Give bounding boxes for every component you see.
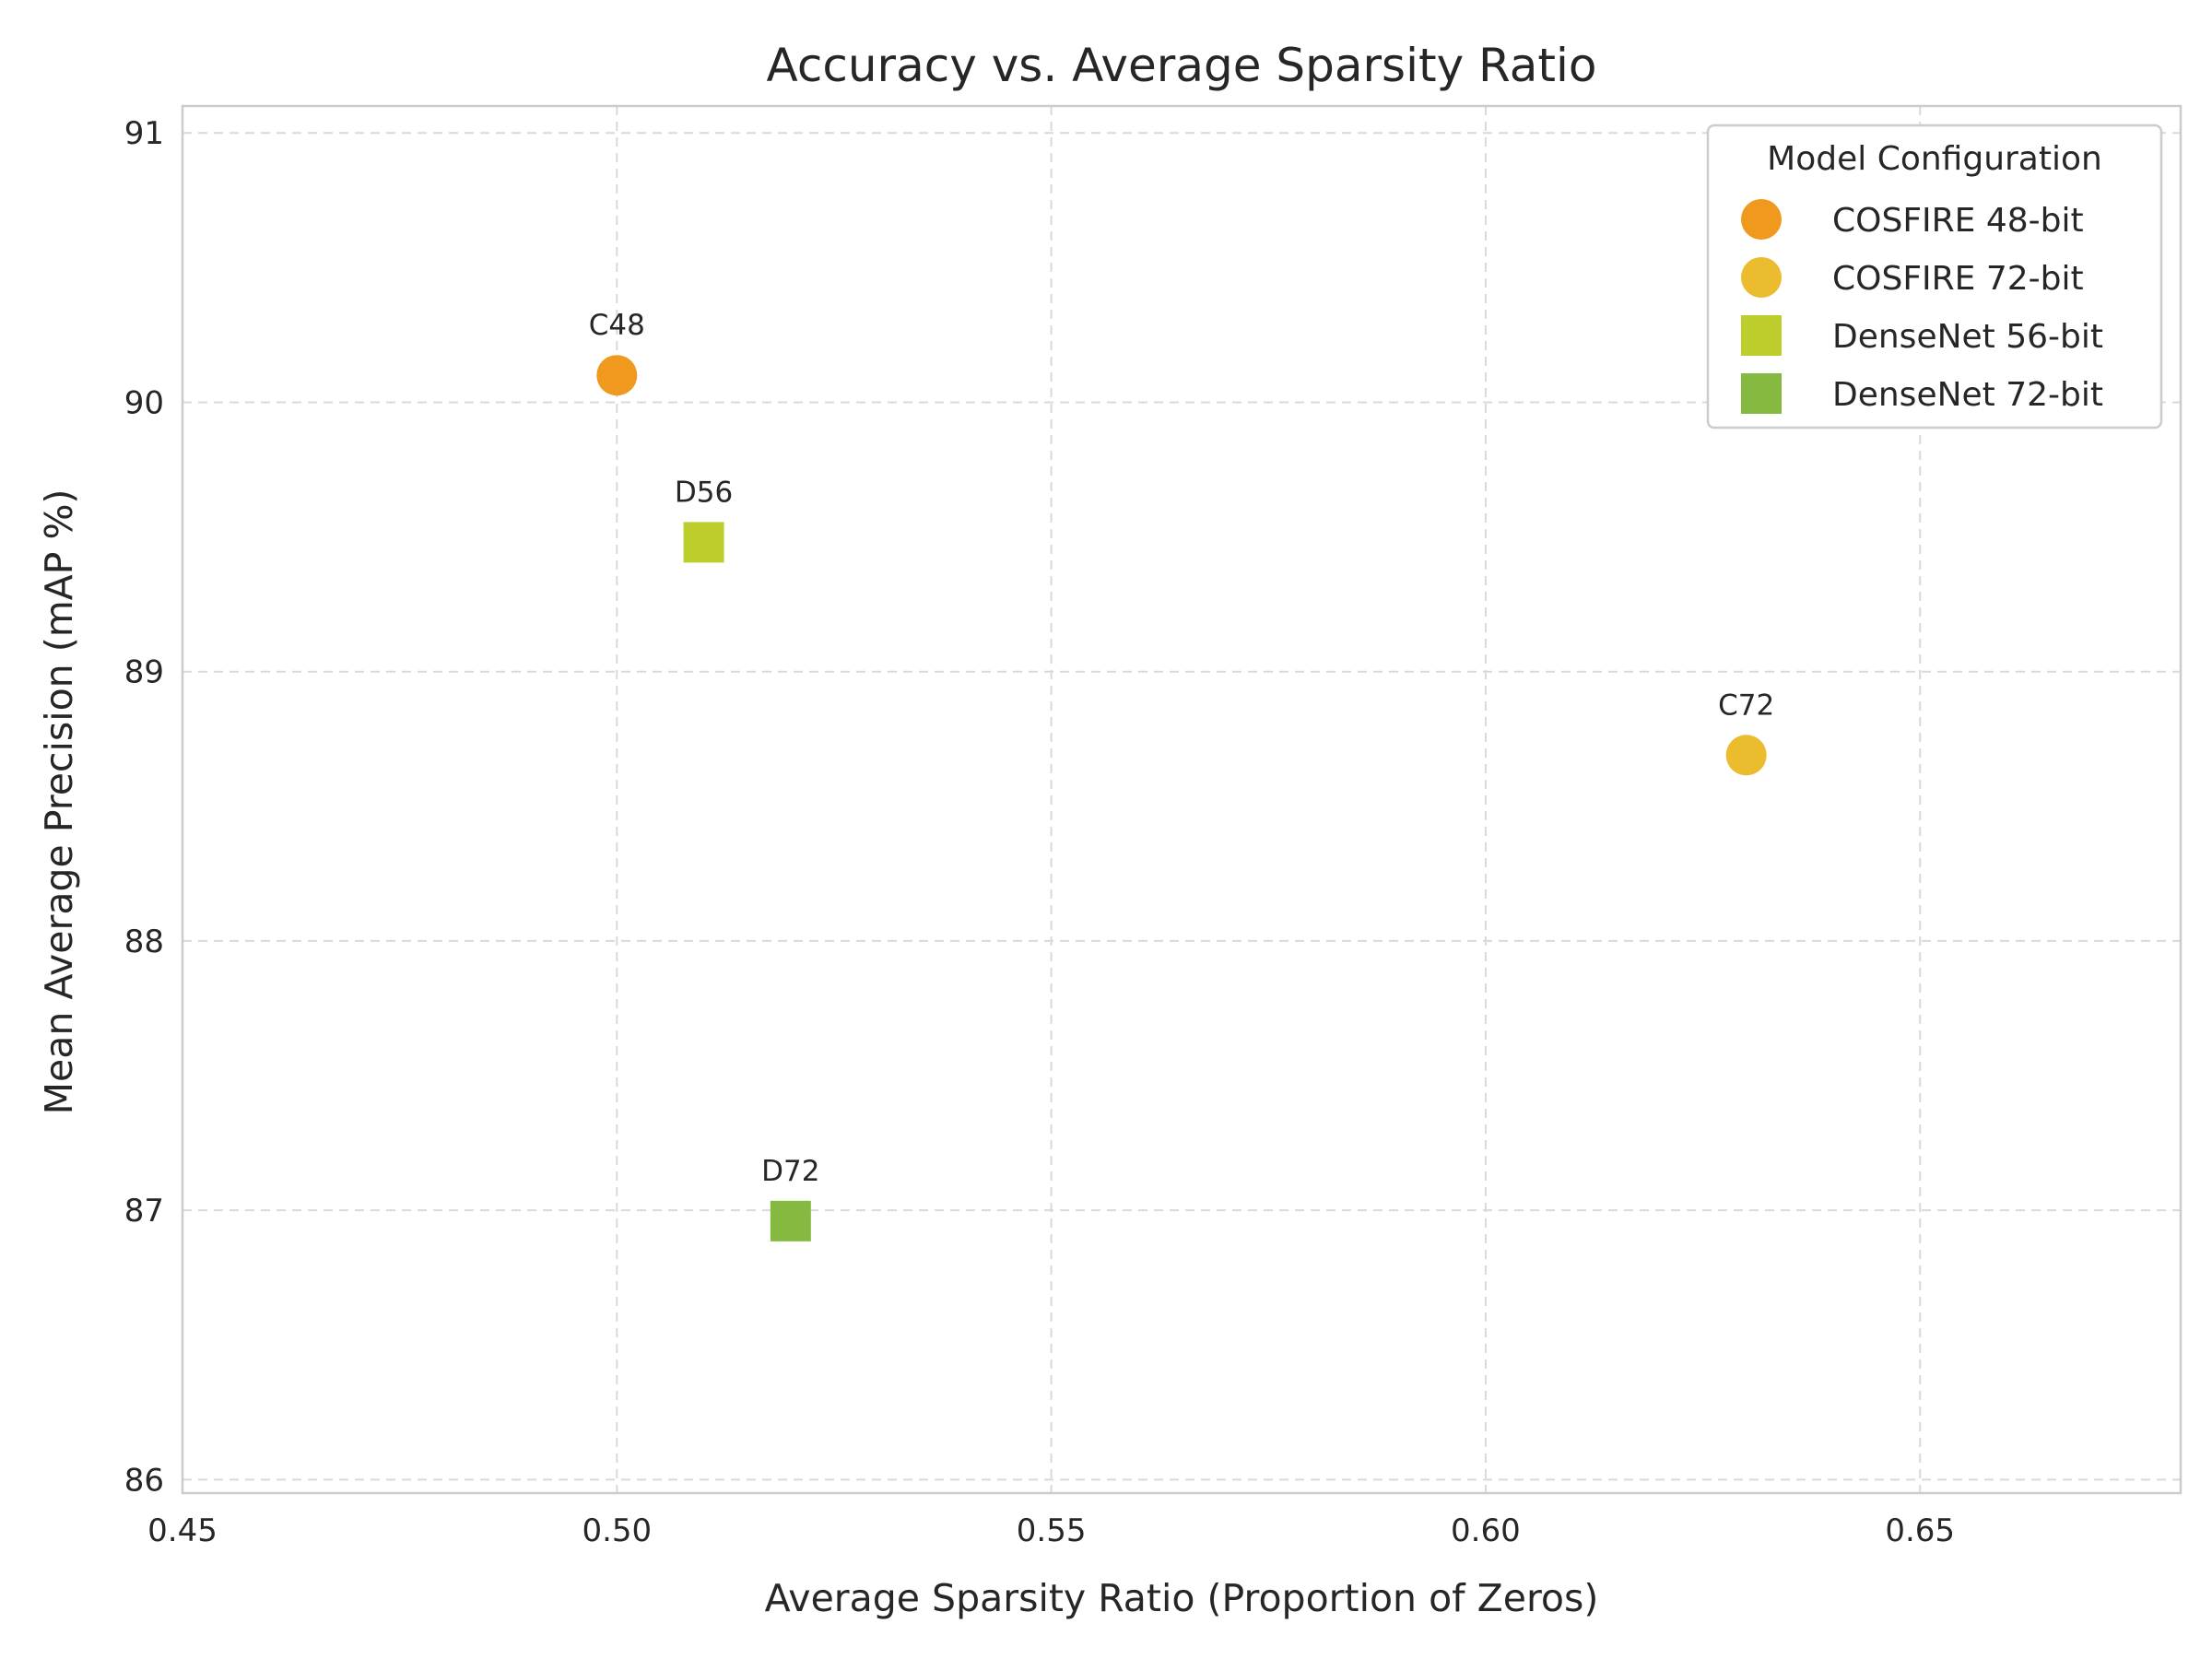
data-point-label: D72 bbox=[761, 1155, 819, 1188]
grid bbox=[182, 106, 2181, 1493]
legend-box bbox=[1706, 124, 2163, 429]
x-tick-label: 0.45 bbox=[147, 1512, 218, 1549]
legend-entry-label: COSFIRE 48-bit bbox=[1832, 202, 2084, 240]
y-tick-label: 88 bbox=[124, 924, 164, 960]
legend-title: Model Configuration bbox=[1767, 140, 2102, 178]
x-tick-label: 0.60 bbox=[1451, 1512, 1521, 1549]
legend: Model Configuration COSFIRE 48-bitCOSFIR… bbox=[1706, 124, 2163, 429]
data-point-label: D56 bbox=[675, 476, 733, 509]
y-tick-label: 90 bbox=[124, 384, 164, 421]
y-axis-label: Mean Average Precision (mAP %) bbox=[37, 489, 81, 1115]
legend-marker-circle bbox=[1741, 257, 1782, 298]
legend-items: COSFIRE 48-bit COSFIRE 72-bit DenseNet 56-… bbox=[1741, 199, 2103, 414]
data-points: C48 C72 D56 D72 bbox=[589, 309, 1774, 1241]
data-point-label: C72 bbox=[1718, 688, 1774, 722]
y-tick-label: 89 bbox=[124, 654, 164, 691]
legend-entry-label: COSFIRE 72-bit bbox=[1832, 260, 2084, 298]
x-tick-label: 0.55 bbox=[1017, 1512, 1087, 1549]
tick-labels: 0.45 0.50 0.55 0.60 0.65 86 87 88 89 90 91 bbox=[124, 115, 1955, 1549]
data-point-square bbox=[770, 1200, 811, 1241]
y-tick-label: 86 bbox=[124, 1462, 164, 1499]
legend-marker-square bbox=[1741, 373, 1782, 414]
legend-entry-label: DenseNet 56-bit bbox=[1832, 318, 2103, 356]
legend-marker-circle bbox=[1741, 199, 1782, 240]
x-tick-label: 0.65 bbox=[1885, 1512, 1955, 1549]
data-point-circle bbox=[1725, 735, 1767, 776]
x-tick-label: 0.50 bbox=[582, 1512, 652, 1549]
data-point-square bbox=[683, 522, 724, 563]
y-tick-label: 87 bbox=[124, 1193, 164, 1230]
x-axis-label: Average Sparsity Ratio (Proportion of Ze… bbox=[765, 1576, 1599, 1620]
legend-entry-label: DenseNet 72-bit bbox=[1832, 376, 2103, 414]
plot-frame bbox=[181, 104, 2183, 1495]
data-point-circle bbox=[596, 355, 638, 396]
data-point-label: C48 bbox=[589, 309, 645, 342]
chart-title: Accuracy vs. Average Sparsity Ratio bbox=[767, 39, 1597, 92]
legend-marker-square bbox=[1741, 315, 1782, 356]
y-tick-label: 91 bbox=[124, 115, 164, 152]
